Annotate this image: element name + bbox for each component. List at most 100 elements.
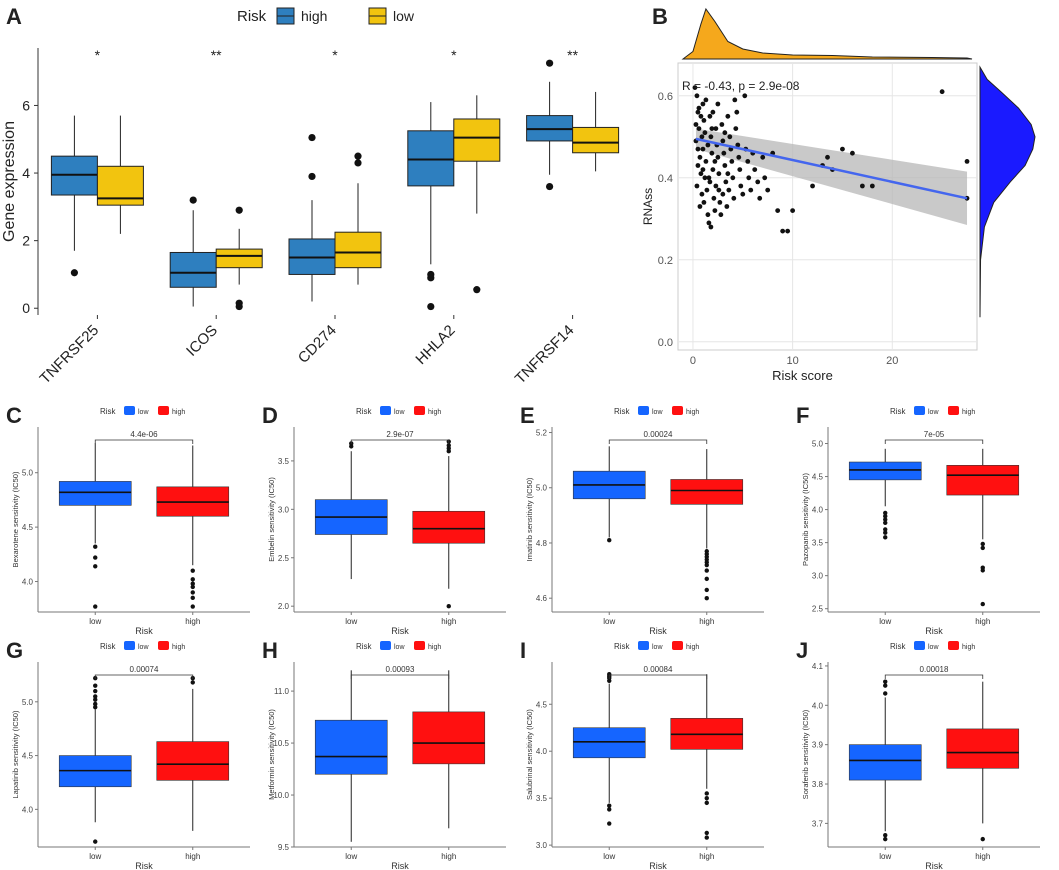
scatter-point: [939, 89, 945, 95]
scatter-point: [733, 126, 739, 131]
box-low: [848, 461, 922, 481]
y-tick-label: 9.5: [278, 843, 290, 852]
legend-key: [672, 406, 683, 415]
y-tick-label: 4.0: [812, 506, 824, 515]
legend-title: Risk: [890, 407, 907, 416]
x-axis-title: Risk: [391, 861, 409, 870]
x-tick-label: HHLA2: [412, 322, 458, 368]
panel-letter-d: D: [262, 403, 278, 428]
p-value-label: 0.00024: [644, 430, 673, 439]
outlier-point: [93, 564, 98, 569]
legend-label: low: [138, 409, 149, 416]
box-high: [407, 130, 455, 187]
scatter-point: [712, 208, 718, 214]
panel-j: J Risk low high 3.7 3.8 3.9 4.0 4.1 Sorafenib sen…: [796, 638, 1040, 870]
scatter-point: [810, 183, 815, 189]
significance-mark: *: [451, 47, 457, 63]
x-axis-title: Risk: [925, 626, 943, 636]
x-tick-label: low: [879, 617, 891, 626]
legend-key: [124, 641, 135, 650]
box-high: [169, 251, 217, 288]
outlier-point: [446, 603, 451, 609]
scatter-point: [720, 191, 726, 197]
legend-label: low: [928, 644, 939, 651]
scatter-point: [711, 195, 717, 201]
legend-key: [638, 641, 649, 650]
outlier-point: [607, 821, 612, 826]
scatter-point: [715, 101, 721, 107]
scatter-point: [695, 163, 701, 168]
legend-key: [414, 406, 425, 415]
scatter-point: [706, 220, 712, 226]
y-tick-label: 3.7: [812, 819, 824, 828]
scatter-point: [695, 146, 701, 152]
outlier-point: [704, 835, 709, 840]
scatter-point: [702, 175, 708, 181]
box-low: [58, 481, 132, 506]
x-tick-label: low: [345, 852, 357, 861]
scatter-point: [724, 204, 730, 209]
significance-mark: **: [211, 47, 222, 63]
legend-label: low: [652, 644, 663, 651]
p-value-label: 0.00018: [920, 665, 949, 674]
legend-key: [158, 641, 169, 650]
box-low: [334, 231, 382, 269]
legend-label: high: [686, 409, 699, 416]
y-tick-label: 4.5: [812, 473, 824, 482]
outlier-point: [546, 59, 554, 67]
outlier-point: [70, 269, 78, 277]
legend-label: low: [393, 8, 415, 24]
legend-title: Risk: [614, 642, 631, 651]
significance-bracket: [608, 439, 708, 444]
legend-key: [380, 406, 391, 415]
x-axis-title: Risk: [925, 861, 943, 870]
y-tick-label: 4.0: [812, 701, 824, 710]
scatter-point: [760, 154, 766, 160]
y-tick-label: 3.0: [278, 505, 290, 514]
outlier-point: [704, 568, 709, 573]
scatter-point: [737, 167, 743, 173]
p-value-label: 2.9e-07: [386, 430, 414, 439]
legend-key: [672, 641, 683, 650]
outlier-point: [93, 694, 98, 699]
outlier-point: [704, 562, 709, 568]
box-low: [848, 744, 922, 781]
box-high: [412, 711, 486, 765]
box-high: [670, 479, 744, 505]
significance-bracket: [884, 674, 984, 679]
scatter-point: [694, 183, 700, 189]
panel-letter-j: J: [796, 638, 808, 663]
scatter-point: [694, 93, 700, 99]
y-axis-title: Pazopanib sensitivity (IC50): [801, 473, 810, 566]
y-tick-label: 2.5: [812, 605, 824, 614]
x-tick-label: TNFRSF25: [37, 322, 103, 388]
x-axis-title: Risk: [135, 626, 153, 636]
scatter-point: [752, 167, 758, 173]
scatter-point: [790, 208, 796, 214]
panel-b: B R = -0.43, p = 2.9e-08 0.0 0.2 0.4 0.6 0 10 20…: [641, 4, 1036, 383]
legend-key: [124, 406, 135, 415]
legend-label: high: [428, 644, 441, 651]
scatter-point: [721, 150, 727, 156]
scatter-point: [713, 126, 719, 131]
y-tick-label: 3.5: [812, 539, 824, 548]
scatter-point: [732, 97, 738, 103]
legend-key: [914, 406, 925, 415]
scatter-point: [716, 171, 722, 177]
scatter-point: [718, 212, 724, 218]
legend-label: high: [686, 644, 699, 651]
scatter-point: [704, 187, 710, 193]
panel-letter-e: E: [520, 403, 535, 428]
y-tick-label: 4.0: [22, 578, 34, 587]
outlier-point: [980, 545, 985, 551]
p-value-label: 0.00074: [130, 665, 159, 674]
outlier-point: [93, 688, 98, 694]
scatter-point: [757, 195, 763, 201]
scatter-point: [705, 212, 711, 218]
outlier-point: [980, 836, 985, 842]
x-tick-label: low: [89, 852, 101, 861]
y-axis-title: Imatinib sensitivity (IC50): [525, 477, 534, 561]
scatter-point: [717, 200, 723, 205]
scatter-point: [700, 101, 706, 107]
